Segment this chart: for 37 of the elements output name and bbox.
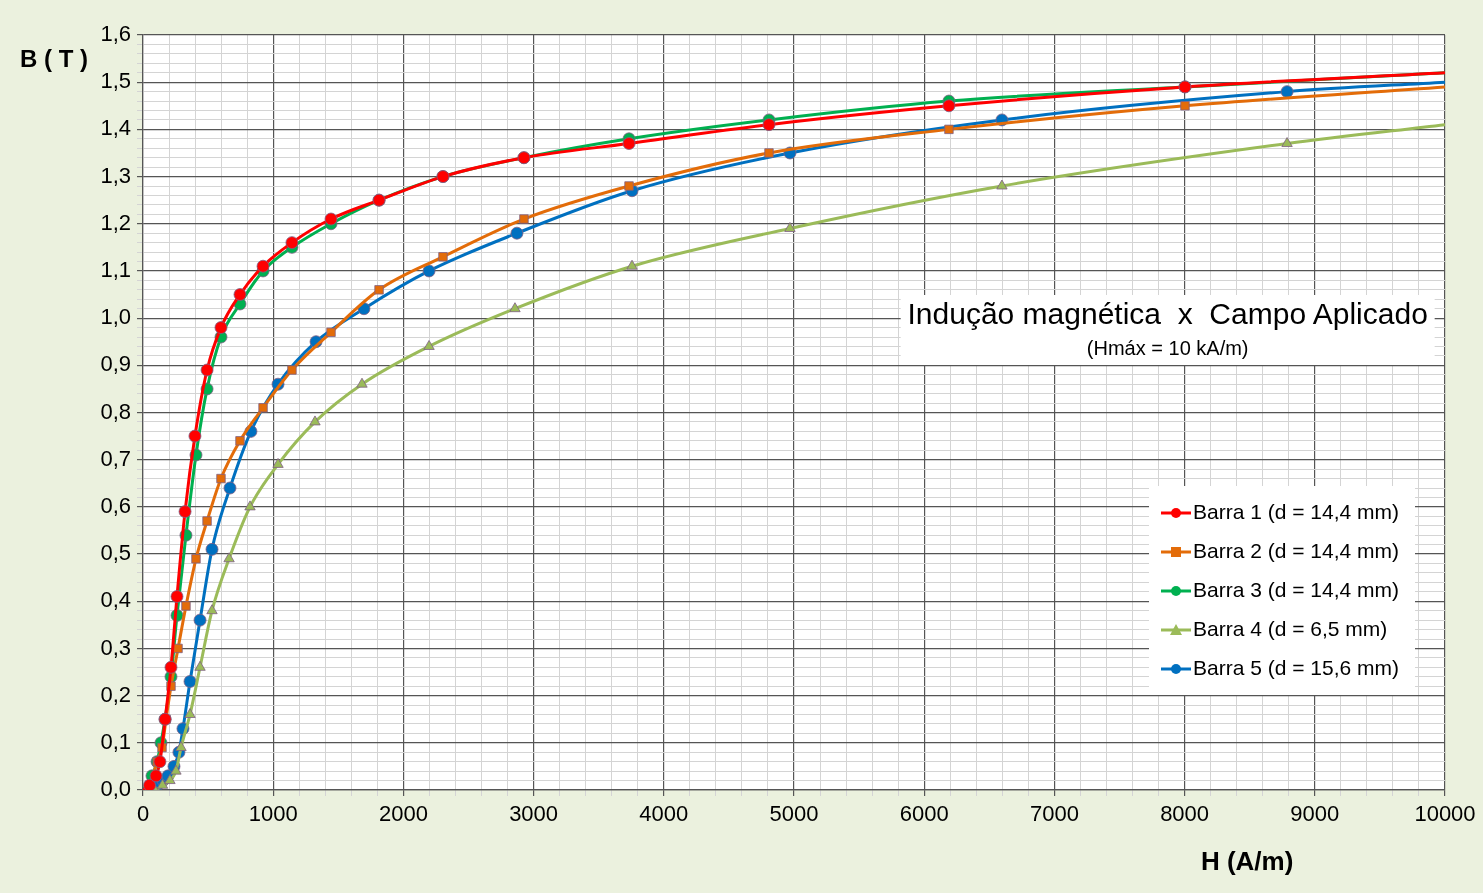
legend-label: Barra 1 (d = 14,4 mm) bbox=[1193, 499, 1400, 523]
x-axis-title: H (A/m) bbox=[1200, 846, 1294, 877]
x-tick-label: 1000 bbox=[248, 801, 298, 827]
legend-label: Barra 2 (d = 14,4 mm) bbox=[1193, 538, 1400, 562]
y-tick-label: 0,7 bbox=[100, 445, 131, 471]
text: Indução magnética x Campo Aplicado bbox=[907, 297, 1428, 331]
y-tick-label: 0,8 bbox=[100, 398, 131, 424]
x-tick-label: 4000 bbox=[639, 801, 689, 827]
y-tick-label: 1,4 bbox=[100, 115, 131, 141]
x-tick-label: 8000 bbox=[1160, 801, 1210, 827]
y-tick-label: 1,2 bbox=[100, 209, 131, 235]
y-tick-label: 0,5 bbox=[100, 540, 131, 566]
y-tick-label: 0,9 bbox=[100, 351, 131, 377]
y-tick-label: 0,1 bbox=[100, 728, 131, 754]
x-tick-label: 9000 bbox=[1290, 801, 1340, 827]
x-tick-label: 2000 bbox=[378, 801, 428, 827]
y-tick-label: 1,1 bbox=[100, 257, 131, 282]
y-tick-label: 1,6 bbox=[100, 21, 131, 47]
y-tick-label: 0,3 bbox=[100, 634, 131, 660]
y-tick-label: 0,6 bbox=[100, 492, 131, 518]
x-tick-label: 6000 bbox=[899, 801, 949, 827]
legend-label: Barra 4 (d = 6,5 mm) bbox=[1193, 616, 1388, 640]
x-tick-label: 5000 bbox=[769, 801, 819, 827]
text: (Hmáx = 10 kA/m) bbox=[1086, 336, 1249, 359]
y-tick-label: 0,2 bbox=[100, 681, 131, 707]
y-tick-label: 0,0 bbox=[100, 776, 131, 802]
legend-label: Barra 3 (d = 14,4 mm) bbox=[1193, 577, 1400, 601]
y-tick-label: 1,3 bbox=[100, 162, 131, 188]
x-tick-label: 3000 bbox=[509, 801, 559, 827]
x-tick-label: 10000 bbox=[1414, 801, 1476, 827]
y-tick-label: 1,0 bbox=[100, 304, 131, 330]
legend-label: Barra 5 (d = 15,6 mm) bbox=[1193, 655, 1400, 679]
x-tick-label: 7000 bbox=[1029, 801, 1079, 827]
x-tick-label: 0 bbox=[136, 801, 150, 827]
y-axis-title: B ( T ) bbox=[20, 44, 88, 72]
y-tick-label: 1,5 bbox=[100, 68, 131, 94]
y-tick-label: 0,4 bbox=[100, 587, 131, 613]
